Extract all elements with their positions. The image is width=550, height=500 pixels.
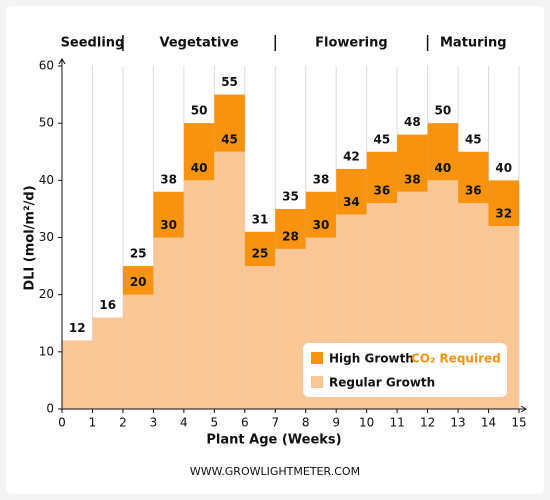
x-tick-label: 9 [332,416,340,430]
value-label: 12 [69,321,86,335]
value-label: 30 [160,218,177,232]
total-label: 25 [130,247,147,261]
x-axis-arrow [520,405,527,413]
x-tick-label: 7 [271,416,279,430]
x-tick-label: 10 [359,416,374,430]
bar-regular [275,248,306,409]
y-axis-label: DLI (mol/m²/d) [23,185,38,290]
bar-high [214,94,245,152]
stage-label: Flowering [315,36,388,51]
x-tick-label: 6 [241,416,249,430]
legend-note: CO₂ Required [411,352,501,366]
legend-label: High Growth [329,352,414,366]
total-label: 45 [374,132,391,146]
x-tick-label: 0 [58,416,66,430]
x-tick-label: 15 [511,416,526,430]
value-label: 25 [252,247,269,261]
bar-high [336,168,367,215]
x-tick-label: 5 [211,416,219,430]
value-label: 28 [282,229,299,243]
stage-label: Vegetative [159,36,238,51]
value-label: 36 [374,184,391,198]
x-tick-label: 13 [450,416,465,430]
value-label: 45 [221,132,238,146]
y-tick-label: 60 [39,59,54,73]
x-tick-label: 8 [302,416,310,430]
legend-swatch [311,376,323,388]
total-label: 38 [160,172,177,186]
legend-swatch [311,352,323,364]
legend-box [303,343,507,397]
bar-high [244,231,276,267]
x-tick-label: 3 [150,416,158,430]
value-label: 36 [465,184,482,198]
y-tick-label: 50 [39,116,54,130]
x-tick-label: 2 [119,416,127,430]
bar-regular [92,317,123,409]
bar-regular [153,237,184,409]
bar-regular [214,151,245,409]
stage-label: Seedling [61,36,125,51]
bar-high [366,151,398,204]
x-tick-label: 12 [420,416,435,430]
total-label: 42 [343,149,360,163]
total-label: 35 [282,189,299,203]
y-tick-label: 30 [39,230,54,244]
total-label: 48 [404,115,421,129]
value-label: 38 [404,172,421,186]
bar-high [458,151,489,204]
value-label: 30 [313,218,330,232]
x-tick-label: 1 [89,416,97,430]
total-label: 50 [191,104,208,118]
legend-label: Regular Growth [329,376,435,390]
value-label: 20 [130,275,147,289]
bar-high [488,180,519,227]
bar-high [183,123,215,181]
bar-high [275,208,306,249]
value-label: 16 [99,298,116,312]
bar-high [122,266,154,295]
bar-high [153,191,184,238]
x-axis-label: Plant Age (Weeks) [206,433,341,448]
y-tick-label: 40 [39,173,54,187]
total-label: 31 [252,212,269,226]
y-tick-label: 10 [39,344,54,358]
bar-regular [62,340,93,409]
footer: WWW.GROWLIGHTMETER.COM [190,465,360,478]
bar-regular [244,266,276,409]
stage-label: Maturing [440,36,507,51]
bar-regular [183,180,215,409]
bar-high [427,123,459,181]
total-label: 40 [495,161,512,175]
total-label: 45 [465,132,482,146]
y-axis-arrow [58,58,66,65]
bar-regular [122,294,154,409]
y-tick-label: 20 [39,287,54,301]
value-label: 34 [343,195,360,209]
y-tick-label: 0 [46,402,54,416]
value-label: 40 [191,161,208,175]
value-label: 32 [495,207,512,221]
x-tick-label: 11 [389,416,404,430]
bar-high [397,134,428,192]
bar-high [305,191,337,238]
total-label: 55 [221,75,238,89]
total-label: 38 [313,172,330,186]
value-label: 40 [434,161,451,175]
x-tick-label: 14 [481,416,496,430]
total-label: 50 [434,104,451,118]
x-tick-label: 4 [180,416,188,430]
